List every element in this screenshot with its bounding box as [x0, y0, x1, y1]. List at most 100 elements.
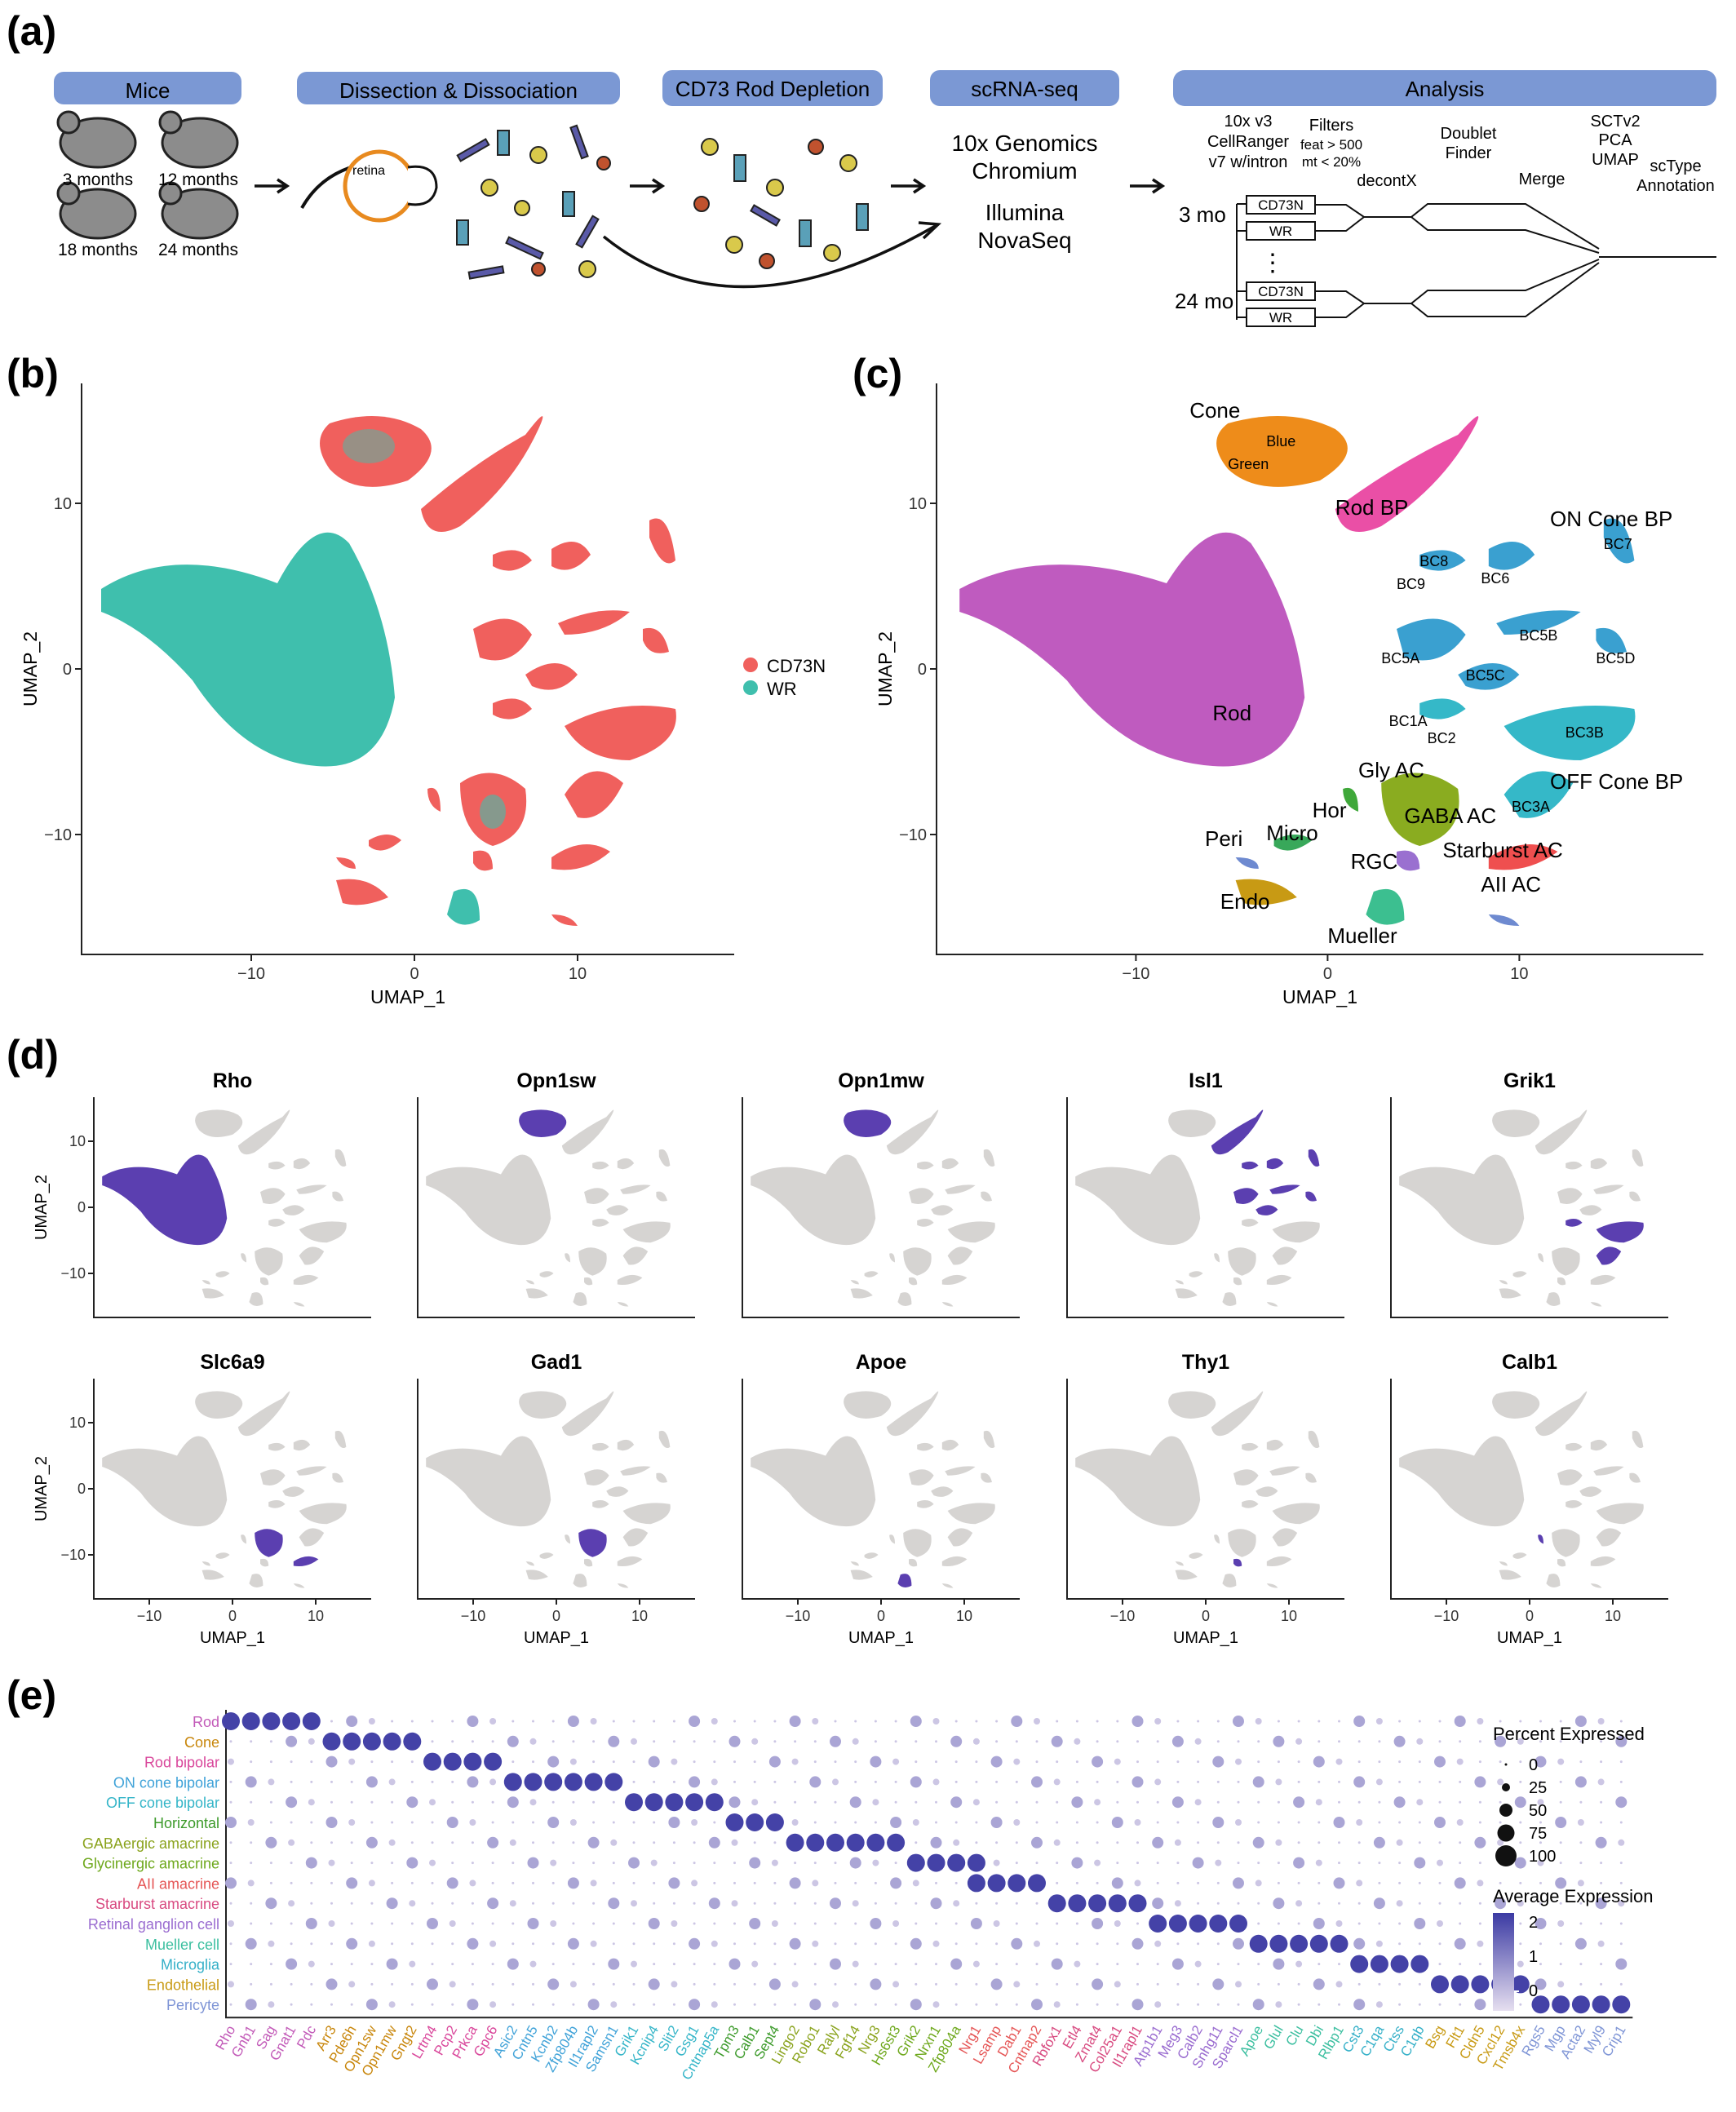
umap-cluster-bc7 [649, 518, 675, 564]
dot [1176, 1881, 1180, 1884]
umap-cluster-ac [578, 1247, 607, 1276]
umap-cluster-hor [565, 1253, 570, 1263]
dot [1539, 1942, 1542, 1946]
dot [1194, 1738, 1202, 1745]
dot [1075, 2003, 1078, 2006]
dot [1071, 1857, 1083, 1869]
dot [854, 1922, 857, 1925]
dot [290, 1922, 293, 1925]
dot [489, 1940, 497, 1947]
dot [1154, 2001, 1162, 2008]
dot [1454, 1877, 1466, 1889]
dot [1194, 1799, 1202, 1806]
umap-cluster-bc5a [473, 618, 533, 661]
y-tick-label: 0 [78, 1199, 86, 1215]
umap-cluster-bc6 [1266, 1439, 1284, 1451]
dot [484, 1752, 503, 1771]
umap-cluster-bc5a [1557, 1188, 1583, 1204]
dot [733, 1942, 736, 1946]
dot [592, 1740, 596, 1743]
dot [1237, 2003, 1240, 2006]
dot [290, 1881, 293, 1884]
umap-cluster-rodbp [561, 1391, 614, 1437]
dot [672, 2003, 675, 2006]
dot [947, 1853, 966, 1872]
dot [1577, 1880, 1584, 1887]
umap-cluster-endo [850, 1288, 873, 1299]
umap-cluster-rodbp [237, 1109, 290, 1155]
dot [286, 1735, 298, 1747]
x-tick-label: 10 [1281, 1608, 1297, 1624]
dot [632, 1720, 636, 1723]
dot [1600, 1862, 1603, 1865]
dot [1531, 1995, 1550, 2014]
dot [1136, 1760, 1139, 1764]
dot [330, 1780, 333, 1783]
umap-cluster-bc5d [1629, 1191, 1641, 1202]
umap-cluster-bc1a [592, 1500, 609, 1508]
dot [789, 1937, 801, 1950]
dot [1511, 1975, 1530, 1994]
dot [370, 1800, 374, 1804]
dot [892, 1920, 900, 1927]
dot [1028, 1874, 1046, 1893]
dot [1410, 1955, 1429, 1973]
dot [932, 1718, 940, 1725]
dot [471, 1841, 474, 1844]
dot [1318, 1720, 1321, 1723]
dot [491, 1740, 494, 1743]
umap-cluster-bc1a [493, 698, 533, 719]
x-tick-label: 0 [1202, 1608, 1210, 1624]
dot [1378, 1760, 1381, 1764]
dot [1035, 1902, 1038, 1905]
dot [1297, 1841, 1300, 1844]
dot [1053, 1778, 1061, 1786]
dot [569, 1758, 577, 1765]
dot [1338, 1963, 1340, 1966]
dot [1534, 1918, 1547, 1929]
umap-cluster-rgc [909, 1558, 918, 1567]
dot [1579, 1902, 1583, 1905]
umap-cluster-bc7 [1632, 1149, 1644, 1167]
dot [914, 1902, 918, 1905]
x-axis-label: UMAP_1 [524, 1629, 589, 1647]
dot [1478, 1862, 1481, 1865]
dot [1013, 1981, 1021, 1988]
umap-cluster-bc5c [606, 1205, 629, 1215]
umap-cluster-endo [850, 1570, 873, 1580]
dot [1216, 1881, 1220, 1884]
dot [1136, 1841, 1139, 1844]
dot [592, 1963, 596, 1966]
umap-cluster-hor [889, 1253, 895, 1263]
dot [1047, 1894, 1066, 1913]
feature-plot-thy1: Thy1 −10 0 10 UMAP_1 [1066, 1351, 1344, 1647]
umap-cluster-ac [578, 1529, 607, 1557]
umap-cluster-rod [426, 1154, 551, 1246]
dot [228, 1758, 234, 1765]
dot [322, 1732, 341, 1751]
sample-24mo: 24 mo [1175, 289, 1233, 313]
dot [1257, 1760, 1260, 1764]
umap-cluster-bc3a [947, 1246, 973, 1265]
dot [1574, 1716, 1587, 1727]
dot [1517, 1738, 1524, 1745]
dot [491, 1862, 494, 1865]
dot [1338, 2003, 1340, 2006]
dot [1577, 1819, 1584, 1826]
dot [245, 1999, 257, 2011]
dot [1459, 1902, 1462, 1905]
dot [1459, 1963, 1462, 1966]
dot [431, 1780, 434, 1783]
dot [370, 1821, 374, 1824]
sample-3mo: 3 mo [1179, 202, 1226, 227]
dot [1353, 1716, 1366, 1727]
dot [467, 1776, 479, 1788]
dot [1132, 1937, 1144, 1950]
dot [1111, 1877, 1123, 1889]
dot [290, 1760, 293, 1764]
dot [1375, 1778, 1383, 1786]
dot [932, 2001, 940, 2008]
umap-cluster-bc1a [1566, 1500, 1583, 1508]
umap-cluster-bc8 [917, 1161, 934, 1170]
dot [370, 1922, 374, 1925]
